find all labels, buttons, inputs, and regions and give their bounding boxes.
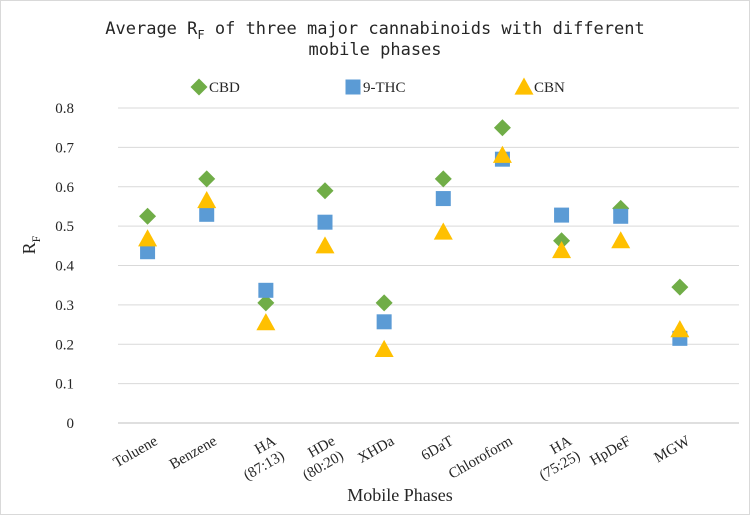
chart-title-line-2: mobile phases (308, 40, 441, 60)
legend-marker-diamond (190, 78, 208, 96)
y-axis-title-sub: F (29, 235, 43, 242)
y-tick-label: 0.1 (55, 377, 74, 393)
x-tick-label-line: MGW (652, 433, 694, 466)
x-tick-label-line: HpDeF (587, 433, 633, 469)
x-axis-ticks: Toluene Benzene HA(87:13)HDe(80:20) XHDa 6Da… (111, 433, 694, 484)
x-tick-label: HA(87:13) (233, 433, 288, 484)
y-tick-label: 0.8 (55, 101, 74, 117)
chart-title-subscript: F (197, 28, 204, 42)
x-tick-label-line: Toluene (111, 433, 161, 471)
series-cbn (138, 145, 690, 357)
y-tick-label: 0.2 (55, 337, 74, 353)
series-cbd (139, 119, 689, 312)
y-tick-label: 0 (67, 416, 75, 432)
data-point-triangle (256, 313, 276, 331)
x-tick-label: HpDeF (587, 433, 633, 469)
data-point-square (435, 191, 451, 207)
x-tick-label-group: Toluene (111, 433, 161, 471)
x-tick-label-line: XHDa (355, 433, 397, 467)
x-tick-label-group: HDe(80:20) (292, 433, 347, 484)
chart-title-prefix: Average R (105, 19, 198, 39)
data-markers (138, 119, 690, 357)
legend-marker-square (345, 79, 361, 95)
legend-label: CBN (534, 80, 565, 96)
y-axis-title: RF (19, 235, 43, 254)
y-tick-label: 0.7 (55, 140, 74, 156)
legend-label: CBD (209, 80, 240, 96)
data-point-triangle (670, 320, 690, 338)
gridlines (118, 107, 739, 424)
x-tick-label-line: 6DaT (419, 433, 457, 464)
data-point-diamond (198, 170, 216, 188)
x-tick-label: Chloroform (446, 433, 516, 482)
data-point-square (376, 314, 392, 330)
x-tick-label: HDe(80:20) (292, 433, 347, 484)
data-point-triangle (492, 145, 512, 163)
data-point-square (317, 214, 333, 230)
x-tick-label-group: HA(75:25) (528, 433, 583, 484)
data-point-square (613, 208, 629, 224)
data-point-triangle (374, 339, 394, 357)
y-tick-label: 0.3 (55, 298, 74, 314)
data-point-diamond (493, 119, 511, 137)
data-point-diamond (316, 182, 334, 200)
x-tick-label: MGW (652, 433, 694, 466)
x-tick-label-group: HA(87:13) (233, 433, 288, 484)
data-point-square (554, 207, 570, 223)
legend-label: 9-THC (363, 80, 406, 96)
data-point-triangle (315, 236, 335, 254)
legend-item: CBN (514, 77, 565, 96)
x-axis-title: Mobile Phases (347, 485, 453, 505)
legend-item: CBD (190, 78, 240, 96)
x-tick-label-line: Chloroform (446, 433, 516, 482)
y-axis-title-main: R (19, 242, 39, 254)
x-tick-label: 6DaT (419, 433, 457, 464)
data-point-triangle (197, 191, 217, 209)
y-tick-label: 0.5 (55, 219, 74, 235)
data-point-square (258, 282, 274, 298)
series-9-thc (140, 151, 688, 346)
x-tick-label: Toluene (111, 433, 161, 471)
legend-marker-triangle (514, 77, 534, 95)
y-axis-title-group: RF (19, 235, 43, 254)
x-tick-label-group: Benzene (167, 433, 220, 473)
data-point-diamond (257, 294, 275, 312)
data-point-triangle (611, 231, 631, 249)
x-tick-label-line: Benzene (167, 433, 220, 473)
y-tick-label: 0.4 (55, 259, 74, 275)
y-tick-label: 0.6 (55, 180, 74, 196)
x-tick-label-group: MGW (652, 433, 694, 466)
data-point-diamond (434, 170, 452, 188)
x-tick-label-group: Chloroform (446, 433, 516, 482)
x-tick-label: HA(75:25) (528, 433, 583, 484)
x-tick-label-group: HpDeF (587, 433, 633, 469)
y-axis-ticks: 0 0.1 0.2 0.3 0.4 0.5 0.6 0.7 0.8 (55, 101, 74, 432)
chart-title-line-1: Average RF of three major cannabinoids w… (105, 19, 644, 42)
data-point-diamond (671, 278, 689, 296)
data-point-diamond (375, 294, 393, 312)
x-tick-label: XHDa (355, 433, 397, 467)
x-tick-label-group: XHDa (355, 433, 397, 467)
data-point-diamond (553, 232, 571, 250)
data-point-triangle (138, 229, 158, 247)
data-point-triangle (433, 222, 453, 240)
legend: CBD 9-THC CBN (190, 77, 565, 96)
legend-item: 9-THC (345, 79, 406, 96)
data-point-triangle (552, 241, 572, 259)
data-point-square (140, 244, 156, 260)
chart-title-suffix: of three major cannabinoids with differe… (205, 19, 645, 39)
x-tick-label: Benzene (167, 433, 220, 473)
data-point-square (199, 206, 215, 222)
x-tick-label-group: 6DaT (419, 433, 457, 464)
data-point-diamond (139, 207, 157, 225)
